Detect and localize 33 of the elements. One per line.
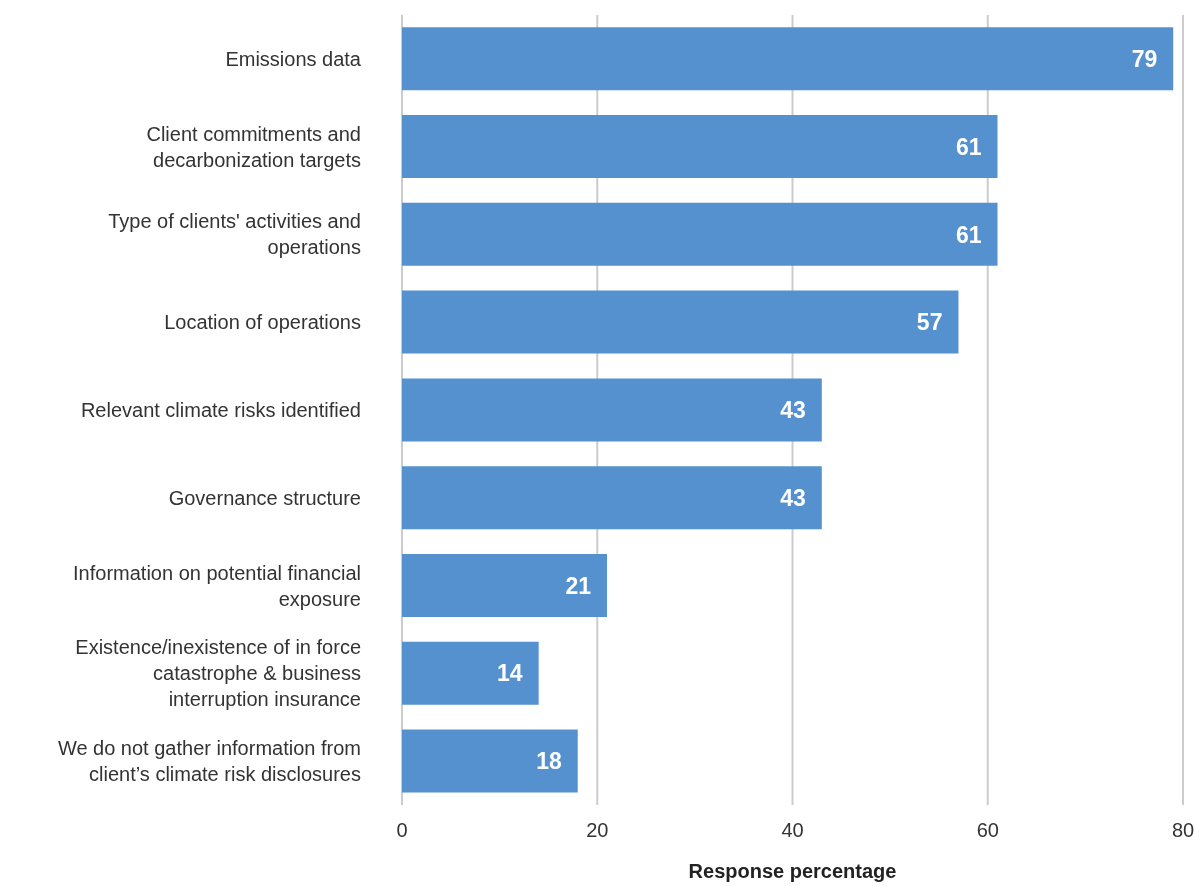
x-tick-label: 60 <box>976 819 999 842</box>
y-tick-label: Information on potential financial exposure <box>73 561 361 610</box>
y-tick-label: Type of clients' activities and operations <box>108 210 361 259</box>
bar <box>402 729 578 793</box>
x-axis-title: Response percentage <box>688 860 897 882</box>
data-label: 61 <box>955 133 982 160</box>
data-label: 14 <box>497 660 523 687</box>
y-tick-label: Emissions data <box>225 47 362 70</box>
y-tick-label: Client commitments and decarbonization targets <box>146 122 361 171</box>
x-tick-label: 20 <box>586 819 609 842</box>
bar <box>402 553 608 617</box>
bar <box>402 290 959 354</box>
bar <box>402 466 822 530</box>
data-label: 43 <box>780 397 806 424</box>
x-tick-label: 80 <box>1171 819 1195 842</box>
data-label: 18 <box>536 748 562 775</box>
x-tick-label: 0 <box>396 819 408 842</box>
data-label: 21 <box>565 572 592 599</box>
y-tick-label: Governance structure <box>168 486 361 509</box>
data-label: 43 <box>780 484 806 511</box>
y-tick-label: Location of operations <box>164 311 361 334</box>
y-tick-label: Relevant climate risks identified <box>80 399 361 421</box>
y-tick-label: Existence/inexistence of in force catastrophe & business interruption insurance <box>75 636 361 711</box>
bar <box>402 641 539 705</box>
bar <box>402 202 998 266</box>
y-tick-label: We do not gather information from client’s climate risk disclosures <box>57 737 361 786</box>
data-label: 57 <box>916 309 943 336</box>
data-label: 61 <box>955 221 982 248</box>
bar <box>402 378 822 442</box>
x-tick-label: 40 <box>781 819 804 842</box>
bar <box>402 115 998 179</box>
bar <box>402 27 1174 91</box>
data-label: 79 <box>1131 45 1158 72</box>
